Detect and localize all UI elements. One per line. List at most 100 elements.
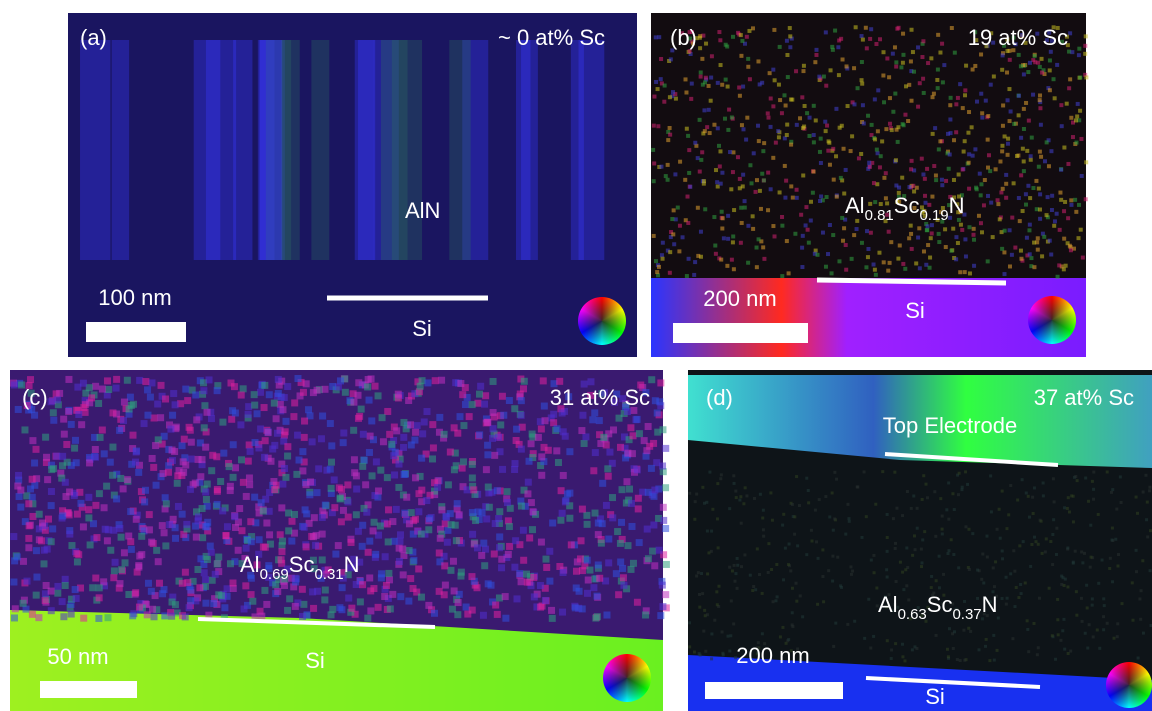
texture-speck xyxy=(776,129,780,133)
interface-line xyxy=(817,280,1006,283)
texture-speck xyxy=(942,573,945,576)
texture-speck xyxy=(636,430,643,437)
texture-speck xyxy=(1070,494,1073,497)
texture-speck xyxy=(767,542,770,545)
texture-speck xyxy=(496,508,503,515)
texture-speck xyxy=(953,508,956,511)
texture-speck xyxy=(99,427,106,434)
texture-speck xyxy=(132,459,139,466)
texture-speck xyxy=(992,634,995,637)
texture-speck xyxy=(17,487,24,494)
texture-speck xyxy=(400,571,407,578)
texture-speck xyxy=(485,484,492,491)
texture-speck xyxy=(550,419,557,426)
texture-column xyxy=(571,40,584,260)
texture-speck xyxy=(967,528,970,531)
texture-speck xyxy=(1057,633,1060,636)
texture-speck xyxy=(824,129,828,133)
texture-speck xyxy=(642,612,649,619)
texture-speck xyxy=(1047,164,1051,168)
texture-speck xyxy=(887,230,891,234)
texture-speck xyxy=(387,605,394,612)
texture-speck xyxy=(896,125,900,129)
texture-speck xyxy=(957,493,960,496)
texture-speck xyxy=(999,537,1002,540)
texture-speck xyxy=(935,579,938,582)
texture-speck xyxy=(1063,506,1066,509)
texture-speck xyxy=(736,155,740,159)
texture-speck xyxy=(716,482,719,485)
texture-speck xyxy=(1020,592,1023,595)
texture-speck xyxy=(187,587,194,594)
texture-speck xyxy=(393,427,400,434)
texture-speck xyxy=(730,599,733,602)
texture-speck xyxy=(1110,491,1113,494)
texture-speck xyxy=(136,377,143,384)
texture-speck xyxy=(775,599,778,602)
texture-speck xyxy=(1001,124,1005,128)
texture-speck xyxy=(48,502,55,509)
texture-speck xyxy=(196,584,203,591)
texture-speck xyxy=(928,266,932,270)
texture-speck xyxy=(344,481,351,488)
texture-speck xyxy=(897,186,901,190)
texture-speck xyxy=(559,510,566,517)
texture-speck xyxy=(781,524,784,527)
texture-speck xyxy=(524,579,531,586)
texture-speck xyxy=(68,421,75,428)
texture-speck xyxy=(722,653,725,656)
texture-speck xyxy=(793,515,796,518)
texture-speck xyxy=(158,382,165,389)
top-layer-label: Top Electrode xyxy=(883,413,1018,438)
texture-speck xyxy=(214,387,221,394)
texture-speck xyxy=(678,160,682,164)
texture-speck xyxy=(959,659,962,662)
texture-speck xyxy=(740,221,744,225)
texture-speck xyxy=(672,208,676,212)
texture-speck xyxy=(1068,510,1071,513)
texture-speck xyxy=(1135,496,1138,499)
texture-speck xyxy=(814,509,817,512)
texture-speck xyxy=(89,584,96,591)
texture-speck xyxy=(961,168,965,172)
texture-speck xyxy=(835,478,838,481)
texture-speck xyxy=(785,239,789,243)
texture-speck xyxy=(1012,122,1016,126)
texture-speck xyxy=(82,390,89,397)
texture-speck xyxy=(712,123,716,127)
texture-speck xyxy=(495,434,502,441)
texture-speck xyxy=(1026,184,1030,188)
texture-speck xyxy=(954,102,958,106)
texture-speck xyxy=(852,102,856,106)
texture-speck xyxy=(905,584,908,587)
texture-speck xyxy=(456,511,463,518)
texture-speck xyxy=(1106,470,1109,473)
texture-speck xyxy=(490,378,497,385)
texture-speck xyxy=(824,30,828,34)
texture-speck xyxy=(109,472,116,479)
texture-speck xyxy=(822,600,825,603)
texture-speck xyxy=(801,173,805,177)
texture-speck xyxy=(713,244,717,248)
texture-speck xyxy=(609,494,616,501)
texture-speck xyxy=(231,383,238,390)
texture-speck xyxy=(423,497,430,504)
texture-speck xyxy=(442,582,449,589)
texture-speck xyxy=(901,262,905,266)
texture-speck xyxy=(979,52,983,56)
texture-speck xyxy=(872,635,875,638)
texture-speck xyxy=(332,551,339,558)
texture-speck xyxy=(652,161,656,165)
material-subscript: 0.19 xyxy=(919,207,948,224)
texture-speck xyxy=(812,133,816,137)
texture-speck xyxy=(261,404,268,411)
texture-speck xyxy=(701,592,704,595)
texture-speck xyxy=(136,604,143,611)
texture-speck xyxy=(393,506,400,513)
texture-speck xyxy=(777,83,781,87)
texture-speck xyxy=(1006,153,1010,157)
texture-speck xyxy=(1033,54,1037,58)
texture-speck xyxy=(1063,200,1067,204)
texture-speck xyxy=(867,161,871,165)
texture-speck xyxy=(278,504,285,511)
